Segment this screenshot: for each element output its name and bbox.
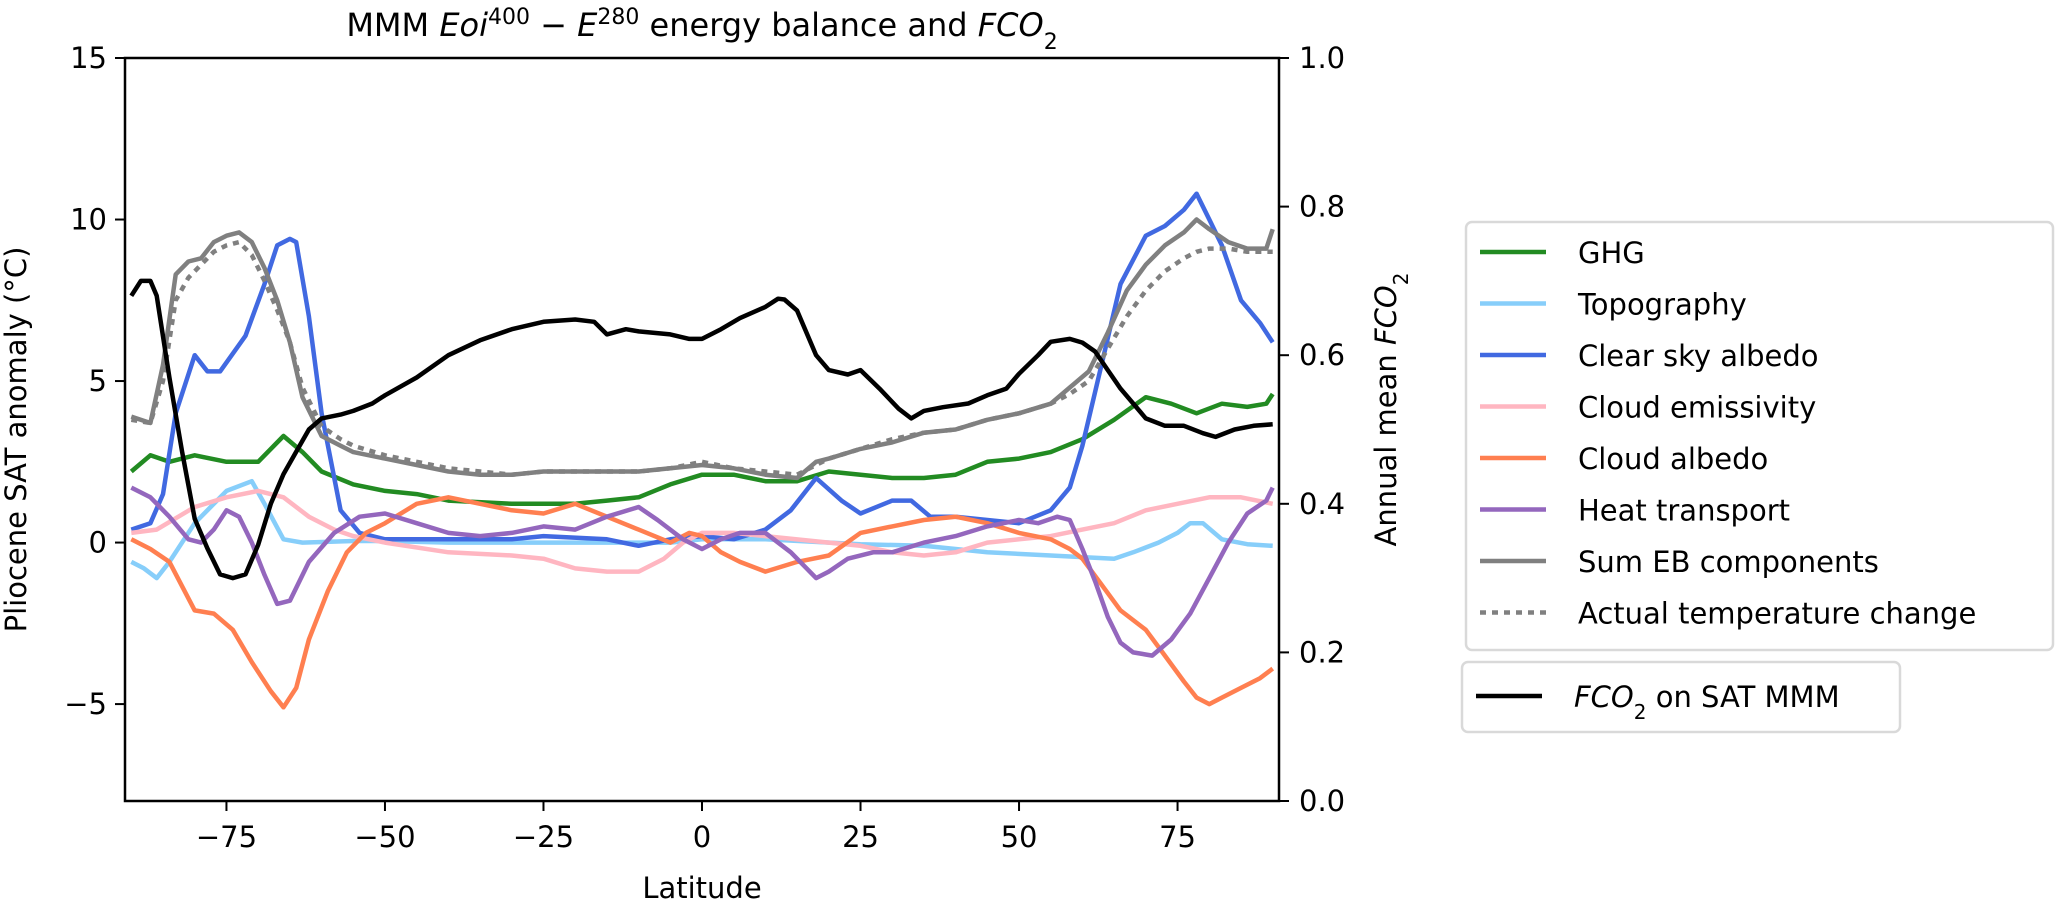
x-tick-label: 0: [693, 820, 711, 854]
x-axis-label: Latitude: [642, 871, 761, 903]
y2-tick-label: 0.6: [1299, 338, 1345, 372]
legend-frame: [1464, 220, 2055, 652]
legend-label: Actual temperature change: [1578, 597, 1976, 631]
legend-item-cloud-albedo: Cloud albedo: [1480, 442, 1768, 476]
x-tick-label: 75: [1159, 820, 1196, 854]
legend-item-heat-transport: Heat transport: [1480, 494, 1790, 528]
x-tick-label: −25: [513, 820, 574, 854]
x-tick-label: −50: [354, 820, 415, 854]
legend-label: Cloud albedo: [1578, 442, 1768, 476]
x-tick-label: 50: [1001, 820, 1038, 854]
y2-tick-label: 0.0: [1299, 784, 1345, 818]
x-axis: −75 −50 −25 0 25 50 75: [196, 801, 1196, 854]
legend-label: GHG: [1578, 236, 1645, 270]
y-axis-left: −5 0 5 10 15: [64, 41, 125, 721]
legend-label: Sum EB components: [1578, 545, 1879, 579]
series-line-topography: [130, 478, 1273, 581]
legend-label: Heat transport: [1578, 494, 1790, 528]
y-tick-label: 0: [89, 526, 107, 560]
legend-label: Topography: [1577, 288, 1747, 322]
plot-lines: [129, 191, 1275, 710]
y-tick-label: −5: [64, 687, 107, 721]
y-tick-label: 10: [70, 203, 107, 237]
legend-energy-balance: GHG Topography Clear sky albedo Cloud emiss…: [1464, 220, 2055, 652]
series-line-clear-sky-albedo: [130, 191, 1275, 549]
series-line-ghg: [129, 392, 1275, 507]
y2-tick-label: 0.2: [1299, 635, 1345, 669]
series-line-fco2-on-sat-mmm: [129, 278, 1273, 581]
y-tick-label: 5: [89, 364, 107, 398]
y-axis-label: Pliocene SAT anomaly (°C): [0, 247, 33, 633]
legend-frame: [1460, 660, 1902, 734]
legend-fco2: FCO2 on SAT MMM: [1460, 660, 1902, 734]
x-tick-label: 25: [842, 820, 879, 854]
chart-title: MMM Eoi400 − E280 energy balance and FCO…: [346, 5, 1057, 55]
series-line-cloud-emissivity: [131, 488, 1274, 574]
legend-item-actual-temperature-change: Actual temperature change: [1480, 597, 1976, 631]
x-tick-label: −75: [196, 820, 257, 854]
legend-item-cloud-emissivity: Cloud emissivity: [1480, 391, 1816, 425]
legend-item-fco2-on-sat-mmm: FCO2 on SAT MMM: [1476, 680, 1840, 724]
series-line-actual-temperature-change: [130, 239, 1273, 477]
series-line-heat-transport: [130, 485, 1275, 658]
y-tick-label: 15: [70, 41, 107, 75]
y2-tick-label: 0.8: [1299, 190, 1345, 224]
legend-label: FCO2 on SAT MMM: [1574, 680, 1840, 724]
legend-item-sum-eb-components: Sum EB components: [1480, 545, 1879, 579]
y2-tick-label: 1.0: [1299, 41, 1345, 75]
series-line-cloud-albedo: [130, 495, 1275, 710]
y-axis-right: 0.0 0.2 0.4 0.6 0.8 1.0: [1279, 41, 1345, 818]
plot-frame: [123, 56, 1281, 803]
y2-axis-label: Annual mean FCO2: [1369, 273, 1413, 547]
legend-item-ghg: GHG: [1480, 236, 1645, 270]
legend-item-topography: Topography: [1480, 288, 1747, 322]
legend-label: Cloud emissivity: [1578, 391, 1816, 425]
legend-item-clear-sky-albedo: Clear sky albedo: [1480, 339, 1819, 373]
legend-label: Clear sky albedo: [1578, 339, 1819, 373]
y2-tick-label: 0.4: [1299, 487, 1345, 521]
